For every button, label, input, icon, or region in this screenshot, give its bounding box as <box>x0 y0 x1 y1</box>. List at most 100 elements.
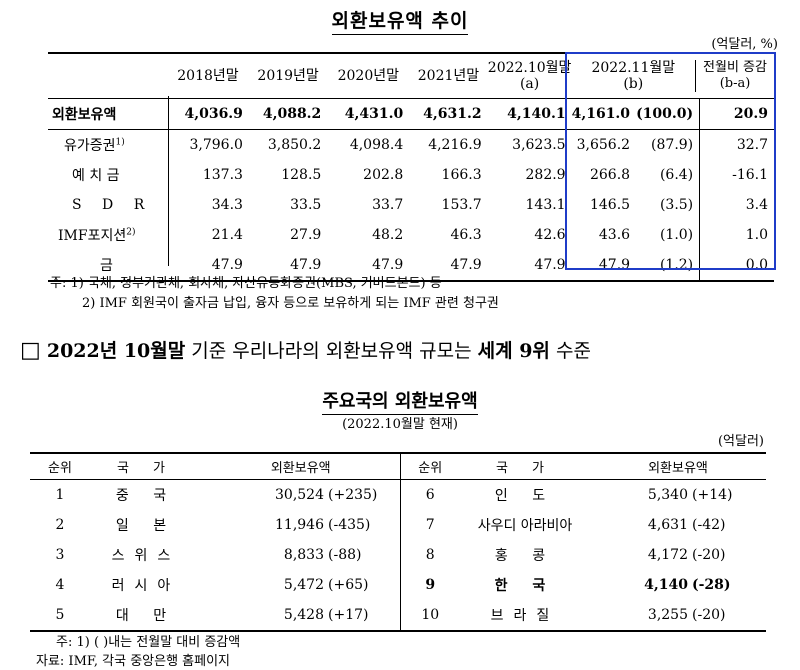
reserve-change: (+235) <box>328 479 401 510</box>
header-reserves-right: 외환보유액 <box>590 452 766 480</box>
cell-change: 3.4 <box>745 197 768 213</box>
cell-change: 20.9 <box>699 98 774 130</box>
reserve-value: 5,428 <box>202 600 328 632</box>
cell-share: (100.0) <box>636 98 701 130</box>
rank: 8 <box>425 547 435 563</box>
cell-nov2022: 43.6 <box>598 227 631 243</box>
header-rank-right: 순위 <box>400 452 460 480</box>
headline: □ 2022년 10월말 기준 우리나라의 외환보유액 규모는 세계 9위 수준 <box>20 336 591 363</box>
rank: 9 <box>425 577 436 593</box>
row-label: 외환보유액 <box>48 98 167 130</box>
rank: 2 <box>55 517 65 533</box>
ranking-row: 1 중 국 30,524 (+235) 6 인 도 5,340 (+14) <box>30 479 766 510</box>
reserve-change: (+14) <box>692 487 733 503</box>
ranking-header-row: 순위 국 가 외환보유액 순위 국 가 외환보유액 <box>30 452 766 480</box>
cell-2020: 33.7 <box>372 197 404 213</box>
ranking-note-1: 주: 1) ( )내는 전월말 대비 증감액 <box>56 635 241 650</box>
row-label: 유가증권1) <box>64 137 125 154</box>
reserve-change: (-42) <box>692 517 726 533</box>
cell-share: (6.4) <box>636 160 701 190</box>
reserve-value: 8,833 <box>283 547 324 563</box>
reserves-row-sdr: S D R 34.3 33.5 33.7 153.7 143.1 146.5 (… <box>48 190 774 220</box>
country: 홍 콩 <box>494 548 556 564</box>
row-label: S D R <box>72 197 153 213</box>
headline-date: 2022년 10월말 <box>46 340 186 362</box>
country: 일 본 <box>115 518 177 534</box>
row-label: 예 치 금 <box>72 168 120 184</box>
reserves-row-total: 외환보유액 4,036.9 4,088.2 4,431.0 4,631.2 4,… <box>48 98 774 130</box>
rank: 4 <box>55 577 65 593</box>
header-rank-left: 순위 <box>30 452 90 480</box>
cell-2020: 47.9 <box>327 250 410 282</box>
header-change: 전월비 증감 (b-a) <box>703 60 767 91</box>
country: 인 도 <box>494 488 556 504</box>
cell-2019: 27.9 <box>290 227 322 243</box>
header-2021: 2021년말 <box>409 52 488 99</box>
header-country-left: 국 가 <box>90 452 202 480</box>
header-label <box>48 52 167 99</box>
header-2019: 2019년말 <box>248 52 328 99</box>
reserve-change: (-28) <box>692 577 731 593</box>
cell-nov2022: 146.5 <box>589 197 631 213</box>
cell-nov2022: 3,656.2 <box>576 137 631 153</box>
country: 사우디 아라비아 <box>477 518 573 534</box>
cell-2019: 33.5 <box>290 197 322 213</box>
cell-2020: 4,431.0 <box>327 98 410 130</box>
cell-2021: 166.3 <box>441 167 482 183</box>
cell-2020: 48.2 <box>372 227 404 243</box>
cell-2019: 3,850.2 <box>267 137 322 153</box>
cell-2021: 4,216.9 <box>428 137 482 153</box>
cell-oct2022: 42.6 <box>534 227 566 243</box>
reserve-value: 4,140 <box>644 577 688 593</box>
cell-change: 32.7 <box>736 137 768 153</box>
rank: 6 <box>425 487 435 503</box>
ranking-source: 자료: IMF, 각국 중앙은행 홈페이지 <box>36 654 231 669</box>
headline-rank: 세계 9위 <box>477 340 550 362</box>
reserves-note-2: 2) IMF 회원국이 출자금 납입, 융자 등으로 보유하게 되는 IMF 관… <box>82 296 499 311</box>
cell-2021: 4,631.2 <box>409 98 488 130</box>
header-2018: 2018년말 <box>166 52 249 99</box>
cell-share: (87.9) <box>636 129 701 160</box>
cell-share: (1.0) <box>636 220 701 250</box>
reserves-row-imf: IMF포지션2) 21.4 27.9 48.2 46.3 42.6 43.6 (… <box>48 220 774 250</box>
country: 브라질 <box>460 600 590 632</box>
cell-2021: 153.7 <box>441 197 482 213</box>
reserves-row-deposits: 예 치 금 137.3 128.5 202.8 166.3 282.9 266.… <box>48 160 774 190</box>
headline-text: 기준 우리나라의 외환보유액 규모는 <box>185 340 478 362</box>
country-korea: 한 국 <box>494 578 556 594</box>
reserve-value: 30,524 <box>275 487 324 503</box>
reserve-change: (+65) <box>328 570 401 600</box>
cell-oct2022: 3,623.5 <box>512 137 566 153</box>
cell-2018: 47.9 <box>166 250 249 282</box>
rank: 1 <box>55 487 65 503</box>
rank: 7 <box>425 517 435 533</box>
reserves-unit: (억달러, %) <box>711 37 778 52</box>
reserve-value: 4,172 <box>647 547 688 563</box>
row-label: 금 <box>48 250 167 282</box>
reserve-change: (-20) <box>692 547 726 563</box>
ranking-unit: (억달러) <box>717 434 764 449</box>
country: 대 만 <box>90 600 202 632</box>
header-nov2022-group: 2022.11월말 (b) 전월비 증감 (b-a) <box>571 52 774 99</box>
rank: 3 <box>55 547 65 563</box>
reserve-value: 4,631 <box>647 517 688 533</box>
cell-2018: 3,796.0 <box>189 137 243 153</box>
headline-suffix: 수준 <box>549 340 591 362</box>
cell-oct2022: 47.9 <box>487 250 572 282</box>
cell-oct2022: 143.1 <box>525 197 566 213</box>
ranking-title: 주요국의 외환보유액 <box>0 387 800 415</box>
cell-2019: 128.5 <box>281 167 322 183</box>
reserve-change: (-20) <box>692 600 766 632</box>
ranking-row: 5 대 만 5,428 (+17) 10 브라질 3,255 (-20) <box>30 600 766 632</box>
reserves-row-gold: 금 47.9 47.9 47.9 47.9 47.9 47.9 (1.2) 0.… <box>48 250 774 282</box>
reserve-value: 5,472 <box>283 577 324 593</box>
highlight-box <box>565 52 776 270</box>
cell-2018: 137.3 <box>202 167 243 183</box>
cell-2019: 47.9 <box>248 250 328 282</box>
rank: 10 <box>400 600 460 632</box>
cell-2021: 46.3 <box>450 227 482 243</box>
cell-change: 1.0 <box>745 227 768 243</box>
header-2020: 2020년말 <box>327 52 410 99</box>
cell-2020: 4,098.4 <box>349 137 404 153</box>
cell-2018: 4,036.9 <box>166 98 249 130</box>
